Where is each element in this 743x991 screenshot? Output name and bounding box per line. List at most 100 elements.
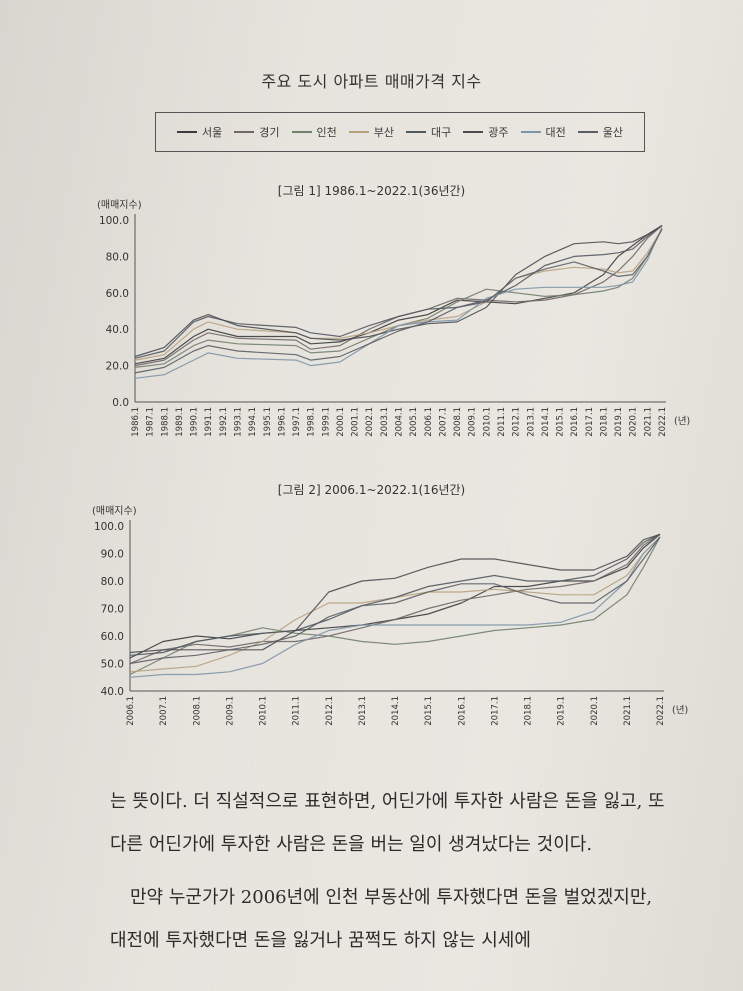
y-tick-label: 70.0 [101, 604, 124, 616]
chart2-title: [그림 2] 2006.1~2022.1(16년간) [277, 483, 466, 497]
y-tick-label: 40.0 [106, 324, 129, 336]
paragraph: 만약 누군가가 2006년에 인천 부동산에 투자했다면 돈을 벌었겠지만, 대… [110, 887, 653, 951]
chart1-title: [그림 1] 1986.1~2022.1(36년간) [277, 184, 466, 198]
x-tick-label: 2022.1 [656, 696, 666, 726]
x-tick-label: 2008.1 [192, 696, 202, 726]
x-tick-label: 2003.1 [380, 407, 390, 437]
x-tick-label: 2011.1 [497, 407, 507, 437]
y-tick-label: 60.0 [101, 631, 124, 643]
x-tick-label: 2021.1 [643, 407, 653, 437]
x-tick-label: 2012.1 [512, 407, 522, 437]
legend-swatch [577, 131, 598, 133]
legend-swatch [177, 131, 197, 133]
x-tick-label: 2020.1 [629, 407, 639, 437]
x-tick-label: 2018.1 [599, 407, 609, 437]
legend-swatch [463, 131, 484, 133]
legend-item: 대구 [406, 124, 451, 140]
series-line-대구 [134, 225, 663, 359]
x-tick-label: 1997.1 [292, 407, 302, 437]
x-tick-label: 2022.1 [658, 407, 668, 437]
legend: 서울 경기 인천 부산 대구 광주 대전 울산 [155, 112, 645, 152]
series-line-울산 [134, 228, 663, 374]
x-tick-label: 2001.1 [351, 407, 361, 437]
legend-label: 울산 [602, 126, 623, 139]
y-tick-label: 100.0 [94, 521, 124, 533]
series-line-광주 [129, 533, 661, 654]
series-line-서울 [134, 224, 663, 365]
legend-label: 광주 [488, 126, 509, 139]
legend-label: 대전 [545, 126, 566, 139]
x-tick-label: 1991.1 [204, 407, 214, 437]
x-tick-label: 1990.1 [190, 407, 200, 437]
x-tick-label: 2019.1 [557, 696, 567, 726]
y-tick-label: 20.0 [106, 361, 129, 373]
y-axis-label: (매매지수) [92, 505, 137, 517]
x-tick-label: 2021.1 [623, 696, 633, 726]
x-tick-label: 2010.1 [259, 696, 269, 726]
legend-swatch [234, 131, 255, 133]
x-tick-label: 1989.1 [175, 407, 185, 437]
y-tick-label: 0.0 [112, 397, 129, 409]
x-tick-label: 2015.1 [424, 696, 434, 726]
x-tick-label: 2004.1 [395, 407, 405, 437]
x-tick-label: 1993.1 [233, 407, 243, 437]
x-tick-label: 1988.1 [160, 407, 170, 437]
x-axis-unit: (년) [674, 416, 690, 427]
y-tick-label: 80.0 [106, 251, 129, 263]
legend-item: 서울 [177, 124, 222, 140]
x-axis-unit: (년) [672, 705, 688, 716]
legend-item: 인천 [291, 124, 337, 140]
series-line-광주 [134, 224, 663, 358]
chart2: (매매지수) 100.0 90.0 80.0 70.0 60.0 50.0 40.02006.… [92, 505, 688, 726]
series-line-경기 [129, 533, 661, 665]
x-tick-label: 2009.1 [468, 407, 478, 437]
x-tick-label: 2009.1 [225, 696, 235, 726]
x-tick-label: 2006.1 [126, 696, 136, 726]
series-line-부산 [129, 536, 661, 673]
y-tick-label: 40.0 [101, 686, 124, 698]
x-tick-label: 2017.1 [490, 696, 500, 726]
x-tick-label: 2016.1 [570, 407, 580, 437]
legend-label: 대구 [431, 126, 452, 139]
x-tick-label: 2007.1 [159, 696, 169, 726]
x-tick-label: 2000.1 [336, 407, 346, 437]
x-tick-label: 2016.1 [457, 696, 467, 726]
series-line-부산 [134, 228, 663, 361]
x-tick-label: 1999.1 [321, 407, 331, 437]
y-tick-label: 100.0 [99, 215, 129, 227]
y-tick-label: 80.0 [101, 576, 124, 588]
legend-item: 울산 [577, 124, 623, 140]
x-tick-label: 2020.1 [590, 696, 600, 726]
legend-item: 광주 [463, 124, 509, 140]
x-tick-label: 1998.1 [307, 407, 317, 437]
body-text: 는 뜻이다. 더 직설적으로 표현하면, 어딘가에 투자한 사람은 돈을 잃고,… [110, 780, 670, 962]
y-axis-label: (매매지수) [97, 199, 142, 211]
x-tick-label: 2014.1 [391, 696, 401, 726]
series-line-대전 [129, 536, 661, 678]
x-tick-label: 1994.1 [248, 407, 258, 437]
x-tick-label: 2019.1 [614, 407, 624, 437]
x-tick-label: 1996.1 [277, 407, 287, 437]
x-tick-label: 2002.1 [365, 407, 375, 437]
x-tick-label: 2008.1 [453, 407, 463, 437]
series-line-울산 [129, 536, 661, 665]
legend-item: 대전 [520, 124, 566, 140]
y-tick-label: 50.0 [101, 659, 124, 671]
x-tick-label: 2013.1 [526, 407, 536, 437]
y-tick-label: 90.0 [101, 549, 124, 561]
x-tick-label: 2010.1 [482, 407, 492, 437]
x-tick-label: 2012.1 [325, 696, 335, 726]
legend-swatch [406, 131, 426, 133]
x-tick-label: 2014.1 [541, 407, 551, 437]
x-tick-label: 1992.1 [219, 407, 229, 437]
series-line-대구 [129, 533, 661, 656]
x-tick-label: 2007.1 [438, 407, 448, 437]
legend-item: 부산 [348, 124, 394, 140]
legend-swatch [291, 131, 312, 133]
x-tick-label: 2006.1 [424, 407, 434, 437]
y-tick-label: 60.0 [106, 288, 129, 300]
legend-label: 서울 [202, 126, 223, 139]
x-tick-label: 2017.1 [585, 407, 595, 437]
legend-label: 경기 [259, 126, 280, 139]
